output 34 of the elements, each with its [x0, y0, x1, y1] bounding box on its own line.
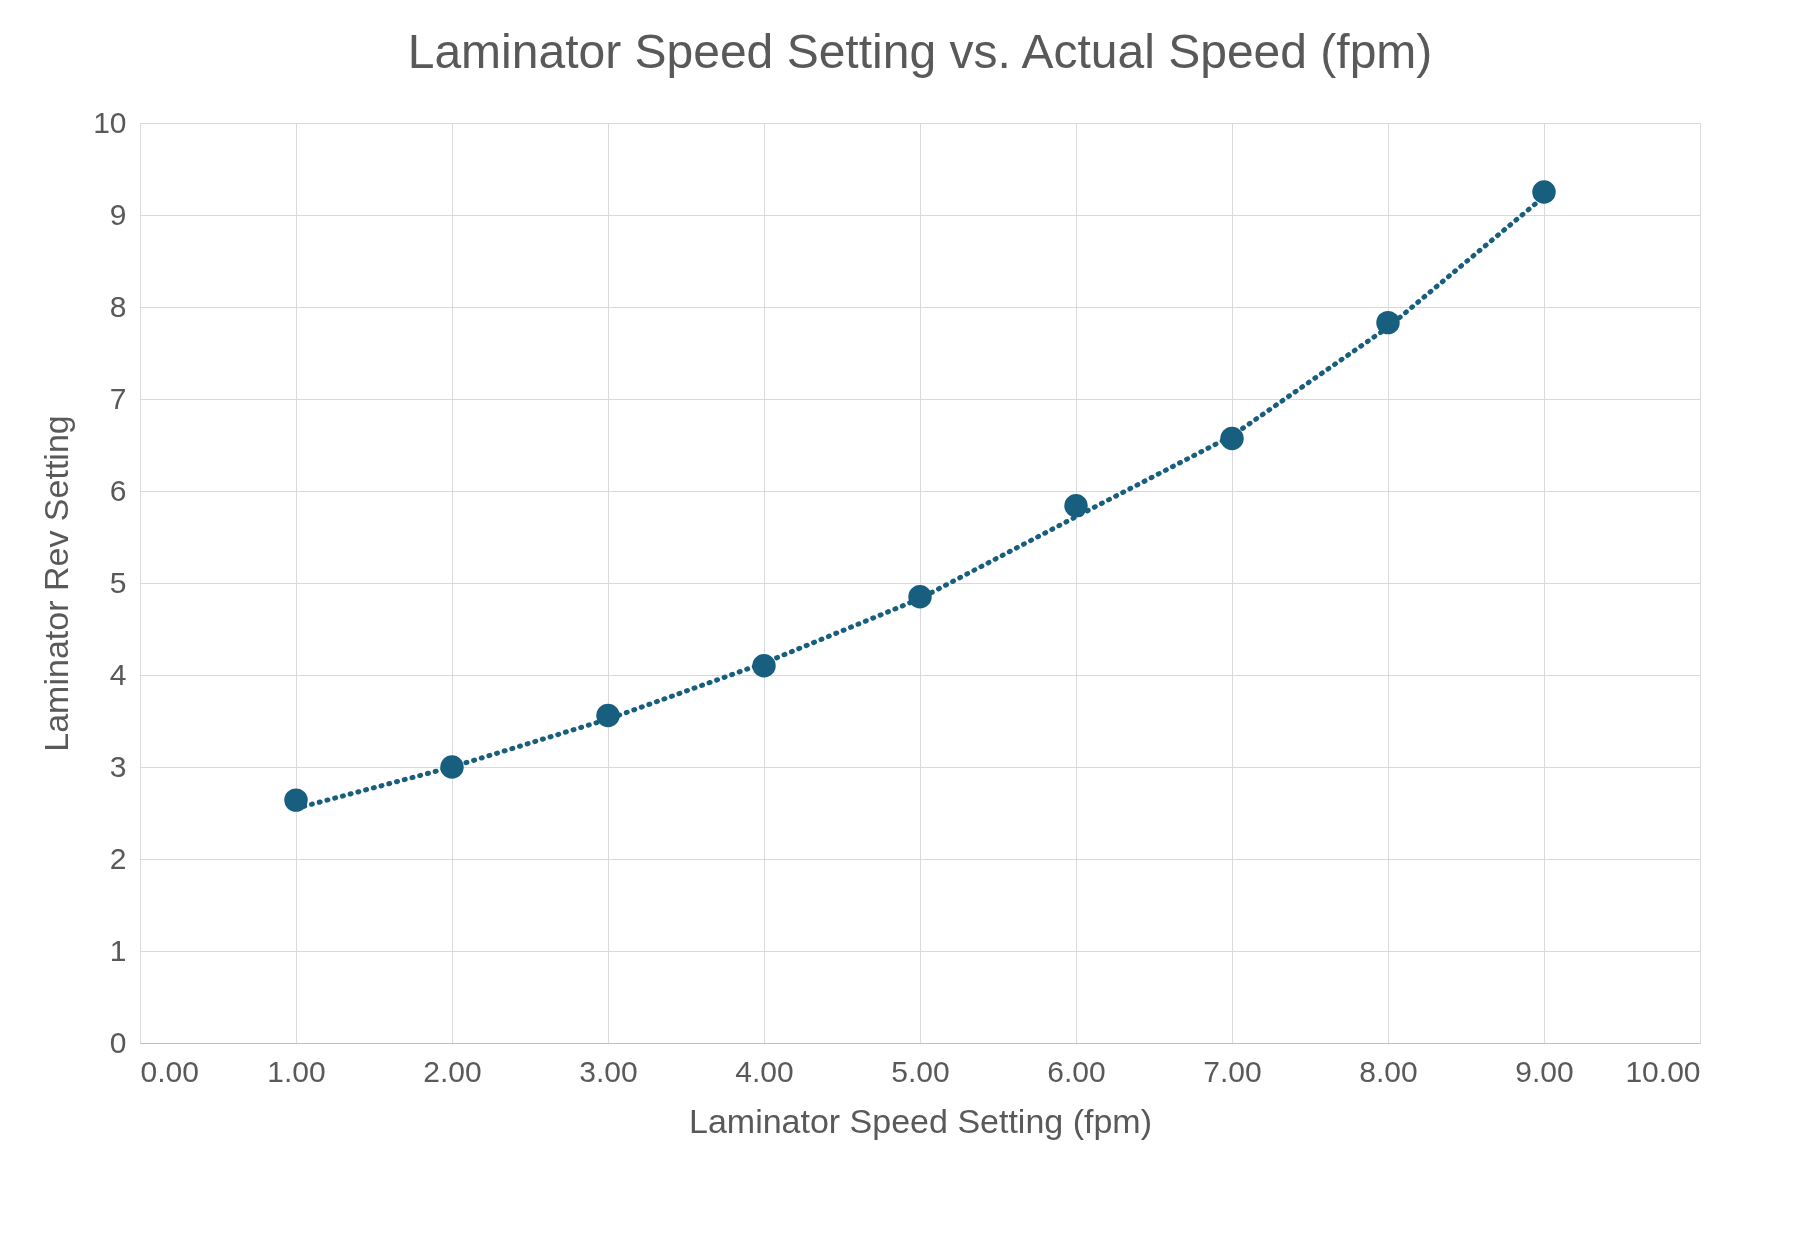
point — [1220, 426, 1244, 451]
x-tick-label: 2.00 — [423, 1054, 482, 1088]
point — [908, 585, 932, 609]
x-tick-label: 4.00 — [735, 1054, 794, 1088]
x-tick-label: 7.00 — [1203, 1054, 1262, 1088]
chart-title: Laminator Speed Setting vs. Actual Speed (fpm) — [407, 25, 1433, 78]
point — [752, 654, 776, 678]
x-tick-label: 8.00 — [1359, 1054, 1418, 1088]
point — [1064, 494, 1088, 518]
x-tick-label: 5.00 — [891, 1054, 950, 1088]
point — [596, 703, 620, 728]
x-tick-label: 1.00 — [267, 1054, 326, 1088]
y-tick-label: 1 — [109, 933, 127, 967]
x-axis-title: Laminator Speed Setting (fpm) — [688, 1101, 1153, 1140]
x-tick-label: 9.00 — [1515, 1054, 1574, 1088]
y-tick-label: 2 — [109, 841, 127, 875]
x-tick-label: 6.00 — [1047, 1054, 1106, 1088]
x-tick-label: 0.00 — [140, 1054, 199, 1088]
point — [1376, 310, 1400, 335]
y-tick-label: 5 — [109, 565, 127, 599]
y-tick-label: 7 — [109, 381, 127, 415]
point — [1532, 180, 1556, 204]
point — [440, 755, 464, 779]
y-axis-title: Laminator Rev Setting — [37, 415, 76, 752]
y-tick-label: 9 — [109, 197, 127, 231]
y-tick-label: 6 — [109, 473, 127, 507]
point — [284, 788, 308, 812]
x-tick-label: 3.00 — [579, 1054, 638, 1088]
y-tick-label: 0 — [109, 1025, 127, 1059]
x-tick-label: 10.00 — [1625, 1054, 1701, 1088]
y-tick-label: 10 — [93, 105, 127, 139]
y-tick-label: 3 — [109, 749, 127, 783]
y-tick-label: 8 — [109, 289, 127, 323]
y-tick-label: 4 — [109, 657, 127, 691]
